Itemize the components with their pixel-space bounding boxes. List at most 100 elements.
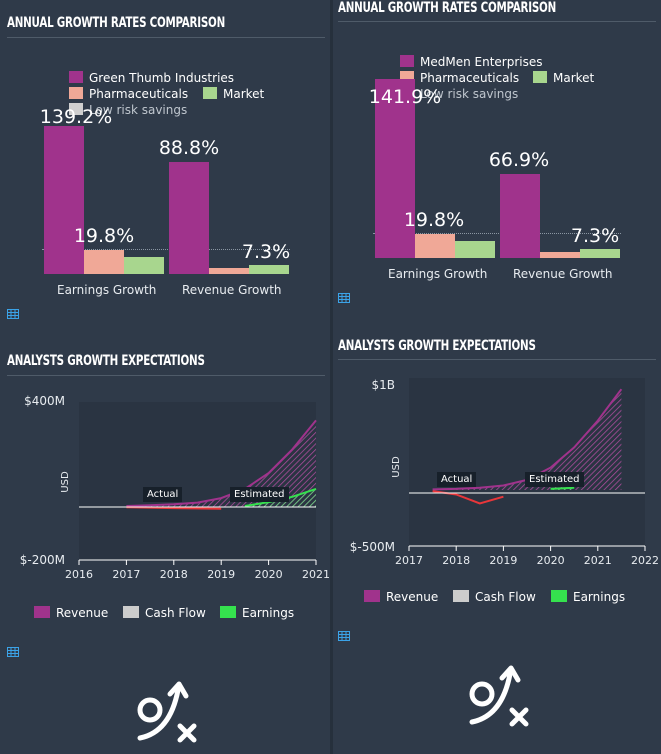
x-tick-label: 2020	[537, 554, 565, 567]
legend-label-cashflow: Cash Flow	[145, 606, 206, 620]
table-icon[interactable]	[338, 631, 350, 641]
x-ticks: 2016 2017 2018 2019 2020 2021	[65, 560, 330, 581]
legend-market: Market	[533, 71, 594, 85]
actual-tag: Actual	[437, 472, 477, 487]
bar-industry-revenue	[209, 268, 249, 274]
value-label-company-earnings: 141.9%	[368, 86, 442, 108]
x-ticks: 2017 2018 2019 2020 2021 2022	[395, 546, 659, 567]
legend-label-company: Green Thumb Industries	[89, 71, 235, 85]
legend-industry: Pharmaceuticals	[400, 71, 519, 85]
legend-low-risk: Low risk savings	[69, 103, 187, 117]
x-tick-label: 2022	[631, 554, 659, 567]
legend-swatch-revenue	[34, 606, 50, 618]
bar-industry-earnings	[415, 234, 455, 258]
legend-industry: Pharmaceuticals	[69, 87, 188, 101]
revenue-area	[126, 420, 317, 508]
legend-earnings: Earnings	[220, 606, 294, 620]
analysts-chart: $1B $-500M USD 2017 2018 2019 2020 2021 2022	[350, 378, 659, 567]
x-tick-label: 2018	[442, 554, 470, 567]
legend-revenue: Revenue	[34, 606, 108, 620]
value-label-industry-earnings: 19.8%	[73, 225, 135, 247]
analysts-section-title: ANALYSTS GROWTH EXPECTATIONS	[7, 353, 205, 369]
title-rule	[7, 37, 325, 38]
earnings-line	[550, 486, 575, 490]
value-label-industry-earnings: 19.8%	[403, 209, 465, 231]
legend-market: Market	[203, 87, 264, 101]
legend-swatch-earnings	[551, 590, 567, 602]
low-risk-line	[42, 249, 290, 251]
bar-industry-earnings	[84, 250, 124, 274]
revenue-line	[126, 419, 317, 507]
x-tick-label: 2019	[489, 554, 517, 567]
x-tick-label: 2019	[207, 568, 235, 581]
legend-swatch-earnings	[220, 606, 236, 618]
legend-label-earnings: Earnings	[573, 590, 626, 604]
table-icon[interactable]	[338, 293, 350, 303]
bar-company-revenue	[169, 162, 209, 274]
value-label-market-revenue: 7.3%	[241, 241, 291, 263]
estimated-tag: Estimated	[525, 472, 584, 487]
x-tick-label: 2021	[302, 568, 330, 581]
legend-label-revenue: Revenue	[56, 606, 109, 620]
legend-cashflow: Cash Flow	[453, 590, 536, 604]
bar-company-earnings	[375, 79, 415, 258]
analysts-section-title: ANALYSTS GROWTH EXPECTATIONS	[338, 338, 536, 354]
y-top-label: $1B	[371, 378, 395, 392]
x-tick-label: 2020	[255, 568, 283, 581]
legend-revenue: Revenue	[364, 590, 438, 604]
x-tick-label: 2017	[395, 554, 423, 567]
growth-logo-icon	[137, 681, 197, 743]
legend-label-revenue: Revenue	[386, 590, 439, 604]
legend-label-earnings: Earnings	[242, 606, 295, 620]
x-tick-label: 2018	[160, 568, 188, 581]
loss-line	[126, 506, 222, 510]
bar-industry-revenue	[540, 252, 580, 258]
legend-label-low-risk: Low risk savings	[89, 103, 188, 117]
legend-company: MedMen Enterprises	[400, 55, 543, 69]
category-label-revenue: Revenue Growth	[513, 267, 613, 281]
legend-label-low-risk: Low risk savings	[420, 87, 519, 101]
right-panel: ANNUAL GROWTH RATES COMPARISON MedMen En…	[333, 0, 661, 754]
table-icon[interactable]	[7, 309, 19, 319]
y-axis-label: USD	[391, 456, 402, 478]
y-top-label: $400M	[24, 394, 65, 408]
x-tick-label: 2021	[584, 554, 612, 567]
legend-swatch-cashflow	[453, 590, 469, 602]
y-bottom-label: $-200M	[20, 553, 65, 567]
title-rule	[338, 359, 656, 360]
legend-swatch-cashflow	[123, 606, 139, 618]
low-risk-line	[373, 233, 621, 235]
value-label-market-revenue: 7.3%	[570, 225, 620, 247]
legend-label-industry: Pharmaceuticals	[89, 87, 189, 101]
legend-earnings: Earnings	[551, 590, 625, 604]
table-icon[interactable]	[7, 647, 19, 657]
estimated-tag: Estimated	[230, 487, 289, 502]
legend-label-industry: Pharmaceuticals	[420, 71, 520, 85]
legend-swatch-revenue	[364, 590, 380, 602]
left-panel: ANNUAL GROWTH RATES COMPARISON Green Thu…	[0, 0, 330, 754]
legend-swatch-industry	[69, 87, 83, 99]
legend-cashflow: Cash Flow	[123, 606, 206, 620]
legend-label-company: MedMen Enterprises	[420, 55, 543, 69]
growth-section-title: ANNUAL GROWTH RATES COMPARISON	[338, 0, 556, 16]
actual-tag: Actual	[143, 487, 183, 502]
legend-label-market: Market	[223, 87, 265, 101]
value-label-company-earnings: 139.2%	[39, 106, 113, 128]
x-tick-label: 2017	[112, 568, 140, 581]
legend-swatch-market	[533, 71, 547, 83]
legend-swatch-low-risk	[69, 103, 83, 115]
category-label-earnings: Earnings Growth	[388, 267, 488, 281]
bar-market-earnings	[124, 257, 164, 274]
x-tick-label: 2016	[65, 568, 93, 581]
category-label-revenue: Revenue Growth	[182, 283, 282, 297]
title-rule	[7, 375, 325, 376]
y-bottom-label: $-500M	[350, 540, 395, 554]
bar-market-revenue	[249, 265, 289, 274]
bar-company-earnings	[44, 126, 84, 274]
value-label-company-revenue: 66.9%	[488, 149, 550, 171]
legend-swatch-company	[400, 55, 414, 67]
legend-company: Green Thumb Industries	[69, 71, 234, 85]
legend-label-cashflow: Cash Flow	[475, 590, 536, 604]
growth-section-title: ANNUAL GROWTH RATES COMPARISON	[7, 15, 225, 31]
bar-market-revenue	[580, 249, 620, 258]
